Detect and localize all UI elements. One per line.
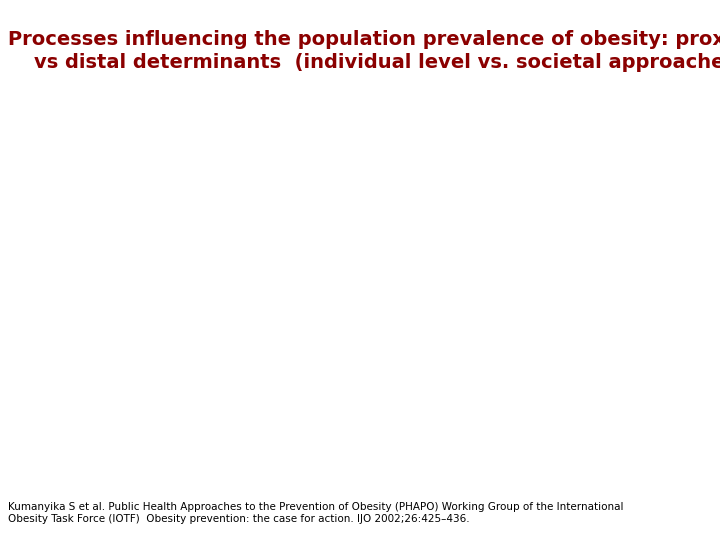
Text: Kumanyika S et al. Public Health Approaches to the Prevention of Obesity (PHAPO): Kumanyika S et al. Public Health Approac… bbox=[8, 502, 624, 524]
Text: Processes influencing the population prevalence of obesity: proximal
vs distal d: Processes influencing the population pre… bbox=[8, 30, 720, 72]
